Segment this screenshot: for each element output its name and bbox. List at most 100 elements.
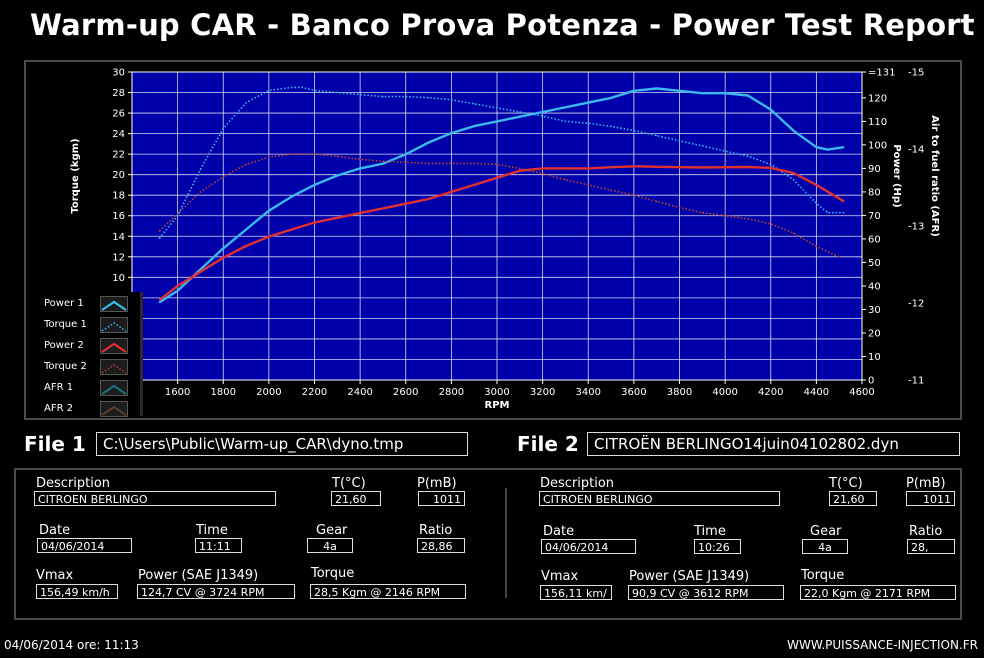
- data-point-torque-2: [382, 160, 384, 162]
- data-point-power-1: [542, 111, 544, 113]
- torque-tick-label: 30: [112, 68, 125, 79]
- afr-tick-label: -15: [908, 68, 924, 79]
- data-point-power-1: [701, 92, 703, 94]
- legend-swatch-icon: [100, 401, 128, 417]
- data-point-power-2: [519, 170, 521, 172]
- power-tick-label: 50: [868, 258, 881, 269]
- data-point-torque-1: [359, 93, 361, 96]
- legend-item: AFR 2: [30, 399, 140, 420]
- file1-description-value: CITROEN BERLINGO: [34, 491, 276, 506]
- x-tick-label: 3400: [576, 387, 601, 398]
- file1-date-label: Date: [39, 523, 71, 538]
- legend-item: Torque 1: [30, 315, 140, 336]
- data-point-power-2: [473, 184, 475, 186]
- data-point-power-2: [587, 167, 589, 169]
- data-point-power-2: [268, 235, 270, 238]
- file1-gear-value: 4a: [307, 538, 353, 553]
- data-point-torque-1: [268, 89, 270, 92]
- footer-website-link[interactable]: WWW.PUISSANCE-INJECTION.FR: [787, 638, 978, 652]
- data-point-torque-2: [291, 153, 293, 155]
- legend-swatch-icon: [100, 296, 128, 312]
- data-point-power-2: [815, 184, 817, 186]
- data-point-power-1: [291, 196, 293, 198]
- data-point-power-1: [245, 228, 247, 231]
- file1-path-field[interactable]: C:\Users\Public\Warm-up_CAR\dyno.tmp: [96, 432, 468, 456]
- power-tick-label: 10: [868, 352, 881, 363]
- chart-legend: Power 1 Torque 1 Power 2 Torque 2 AFR 1 AFR 2: [30, 292, 143, 417]
- data-point-power-1: [843, 146, 845, 148]
- x-tick-label: 3200: [530, 387, 555, 398]
- footer-timestamp: 04/06/2014 ore: 11:13: [4, 638, 139, 652]
- power-tick-label: 60: [868, 234, 881, 245]
- data-point-torque-1: [815, 202, 817, 205]
- torque-axis-title: Torque (kgm): [70, 138, 81, 213]
- data-point-torque-2: [427, 162, 430, 164]
- data-point-torque-2: [177, 213, 179, 215]
- power-tick-label: 80: [868, 187, 881, 198]
- data-point-torque-2: [610, 189, 612, 191]
- data-point-torque-2: [678, 206, 681, 209]
- data-point-power-1: [633, 90, 635, 92]
- file1-date-value: 04/06/2014: [37, 538, 132, 553]
- data-point-torque-1: [564, 120, 567, 122]
- x-tick-label: 3000: [484, 387, 509, 398]
- page-title: Warm-up CAR - Banco Prova Potenza - Powe…: [30, 8, 975, 42]
- data-point-torque-1: [724, 150, 726, 152]
- data-point-power-1: [656, 87, 658, 90]
- x-tick-label: 3600: [621, 387, 646, 398]
- data-point-power-2: [199, 271, 202, 273]
- data-point-torque-1: [747, 155, 749, 157]
- torque-tick-label: 14: [112, 232, 125, 243]
- data-point-power-1: [815, 146, 817, 148]
- data-point-torque-2: [724, 215, 726, 217]
- x-tick-label: 1600: [165, 387, 190, 398]
- file1-ratio-value: 28,86: [417, 538, 465, 553]
- data-point-torque-2: [792, 232, 795, 234]
- file1-power-label: Power (SAE J1349): [138, 568, 259, 583]
- data-point-power-1: [427, 141, 430, 144]
- file2-date-value: 04/06/2014: [541, 539, 636, 554]
- file1-temp-label: T(°C): [332, 476, 366, 491]
- data-point-torque-1: [473, 103, 475, 105]
- data-point-torque-2: [564, 179, 567, 181]
- x-tick-label: 1800: [211, 387, 236, 398]
- power-tick-label: 40: [868, 281, 881, 292]
- power-tick-label: 0: [868, 376, 874, 387]
- data-point-power-2: [359, 212, 361, 214]
- legend-item: Power 2: [30, 336, 140, 357]
- file1-torque-value: 28,5 Kgm @ 2146 RPM: [310, 584, 466, 599]
- series-line-torque-2: [158, 153, 840, 258]
- data-point-power-1: [587, 101, 589, 104]
- data-point-power-2: [245, 245, 247, 247]
- data-point-power-2: [701, 166, 703, 169]
- data-point-torque-1: [158, 237, 160, 239]
- data-point-power-1: [158, 301, 160, 304]
- file2-path-field[interactable]: CITROËN BERLINGO14juin04102802.dyn: [587, 432, 960, 456]
- data-point-torque-2: [158, 230, 160, 232]
- file1-description-label: Description: [36, 476, 111, 491]
- file2-time-label: Time: [694, 524, 726, 539]
- data-point-torque-1: [222, 127, 224, 130]
- power-tick-label: 20: [868, 328, 881, 339]
- legend-item: Torque 2: [30, 357, 140, 378]
- data-point-torque-2: [519, 167, 521, 170]
- data-point-power-2: [291, 228, 293, 231]
- data-point-power-1: [199, 268, 202, 271]
- data-point-torque-1: [792, 179, 795, 181]
- data-point-torque-1: [496, 107, 498, 109]
- data-point-power-1: [564, 106, 567, 108]
- afr-tick-label: -12: [908, 299, 924, 310]
- power-tick-label: 30: [868, 305, 881, 316]
- data-point-power-2: [792, 172, 795, 174]
- data-point-torque-2: [701, 212, 703, 214]
- power-tick-label: 90: [868, 164, 881, 175]
- file2-vmax-label: Vmax: [541, 569, 579, 584]
- file2-pressure-value: 1011: [906, 491, 955, 506]
- data-point-torque-1: [291, 86, 293, 88]
- torque-tick-label: 16: [112, 211, 125, 222]
- data-point-power-1: [177, 290, 179, 292]
- legend-swatch-icon: [100, 359, 128, 375]
- data-point-torque-2: [473, 162, 475, 164]
- x-tick-label: 4400: [804, 387, 829, 398]
- data-point-torque-2: [496, 163, 498, 165]
